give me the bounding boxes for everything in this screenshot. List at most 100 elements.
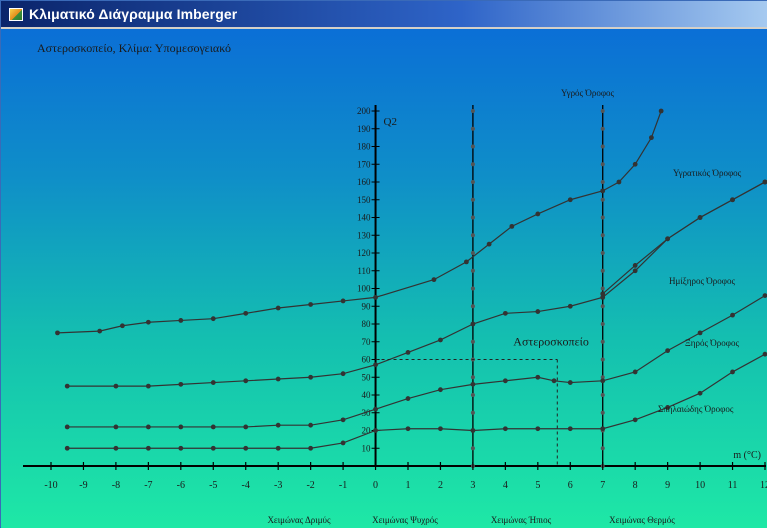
data-point — [97, 328, 103, 334]
y-tick-label: 50 — [362, 372, 372, 382]
y-tick-label: 110 — [357, 266, 371, 276]
y-axis-label: Q2 — [384, 116, 397, 128]
x-tick-label: 6 — [568, 480, 573, 491]
data-point — [178, 445, 184, 451]
x-tick-label: 9 — [665, 480, 670, 491]
x-tick-label: -7 — [144, 480, 152, 491]
vertical-tick-dot — [470, 180, 475, 184]
vertical-tick-dot — [600, 268, 605, 273]
data-point — [470, 428, 476, 433]
data-point — [210, 316, 216, 322]
data-point — [697, 330, 703, 336]
data-point — [113, 424, 119, 430]
data-point — [340, 298, 346, 304]
y-tick-label: 70 — [362, 337, 372, 347]
data-point — [438, 426, 443, 432]
zone-label: Χειμώνας Ήπιος — [491, 515, 552, 525]
y-tick-label: 90 — [362, 301, 372, 311]
vertical-tick-dot — [600, 251, 605, 255]
climate-chart: -10-9-8-7-6-5-4-3-2-10123456789101112102… — [23, 88, 767, 525]
data-point — [275, 305, 281, 311]
data-point — [464, 259, 469, 265]
data-point — [502, 426, 508, 432]
data-point — [658, 108, 664, 114]
x-tick-label: 0 — [373, 480, 378, 491]
data-point — [600, 294, 606, 300]
vertical-tick-dot — [470, 251, 475, 255]
data-point — [649, 135, 654, 141]
curve-label: Υγρατικός Όροφος — [673, 168, 742, 178]
data-point — [567, 197, 573, 203]
vertical-tick-dot — [600, 162, 605, 167]
data-point — [616, 179, 622, 185]
data-point — [600, 378, 606, 384]
data-point — [113, 383, 119, 389]
data-point — [665, 236, 671, 242]
vertical-tick-dot — [600, 446, 605, 451]
vertical-tick-dot — [600, 215, 605, 220]
window-title: Κλιματικό Διάγραμμα Imberger — [29, 6, 238, 22]
y-tick-label: 180 — [357, 142, 371, 152]
data-point — [243, 310, 249, 316]
data-point — [308, 422, 314, 428]
y-tick-label: 190 — [357, 124, 371, 134]
y-tick-label: 100 — [357, 284, 371, 294]
y-tick-label: 160 — [357, 177, 371, 187]
vertical-tick-dot — [600, 180, 605, 184]
y-tick-label: 40 — [362, 390, 372, 400]
data-point — [632, 369, 638, 375]
x-tick-label: -4 — [242, 480, 250, 491]
curve-label: Υγρός Όροφος — [561, 88, 615, 98]
y-tick-label: 170 — [357, 159, 371, 169]
data-point — [340, 440, 346, 446]
x-tick-label: 1 — [406, 480, 411, 491]
vertical-tick-dot — [470, 375, 475, 380]
data-point — [145, 424, 151, 430]
data-point — [632, 263, 638, 268]
vertical-tick-dot — [600, 322, 605, 326]
data-point — [178, 381, 184, 387]
data-point — [730, 369, 735, 375]
chart-subtitle: Αστεροσκοπείο, Κλίμα: Υπομεσογειακό — [37, 41, 231, 55]
data-point — [373, 362, 378, 368]
zone-label: Χειμώνας Ψυχρός — [372, 515, 438, 525]
data-point — [405, 350, 411, 355]
x-tick-label: 8 — [633, 480, 638, 491]
data-point — [632, 161, 638, 167]
vertical-tick-dot — [600, 304, 605, 309]
x-tick-label: -3 — [274, 480, 282, 491]
data-point — [632, 417, 638, 423]
x-tick-label: 7 — [600, 480, 605, 491]
vertical-tick-dot — [470, 233, 475, 238]
vertical-tick-dot — [470, 144, 475, 149]
curve-label: Ξηρός Όροφος — [685, 338, 739, 348]
x-tick-label: -2 — [306, 480, 314, 491]
x-tick-label: 2 — [438, 480, 443, 491]
data-point — [665, 405, 671, 410]
data-point — [64, 445, 70, 451]
title-bar[interactable]: Κλιματικό Διάγραμμα Imberger — [1, 1, 767, 29]
data-point — [178, 318, 184, 323]
vertical-tick-dot — [600, 339, 605, 344]
vertical-tick-dot — [470, 304, 475, 309]
data-point — [210, 445, 216, 451]
data-point — [509, 223, 515, 229]
vertical-tick-dot — [600, 410, 605, 415]
x-axis-label: m (°C) — [733, 450, 761, 461]
vertical-tick-dot — [470, 410, 475, 415]
data-point — [275, 422, 281, 428]
data-point — [502, 378, 508, 384]
data-point — [535, 374, 541, 380]
data-point — [405, 426, 411, 432]
data-point — [470, 321, 476, 327]
x-tick-label: -6 — [177, 480, 185, 491]
vertical-tick-dot — [470, 215, 475, 220]
vertical-tick-dot — [470, 197, 475, 202]
x-tick-label: 11 — [728, 480, 738, 491]
chart-area — [1, 29, 767, 528]
data-point — [600, 188, 606, 194]
data-point — [730, 312, 735, 318]
data-point — [600, 426, 606, 432]
x-tick-label: 5 — [535, 480, 540, 491]
